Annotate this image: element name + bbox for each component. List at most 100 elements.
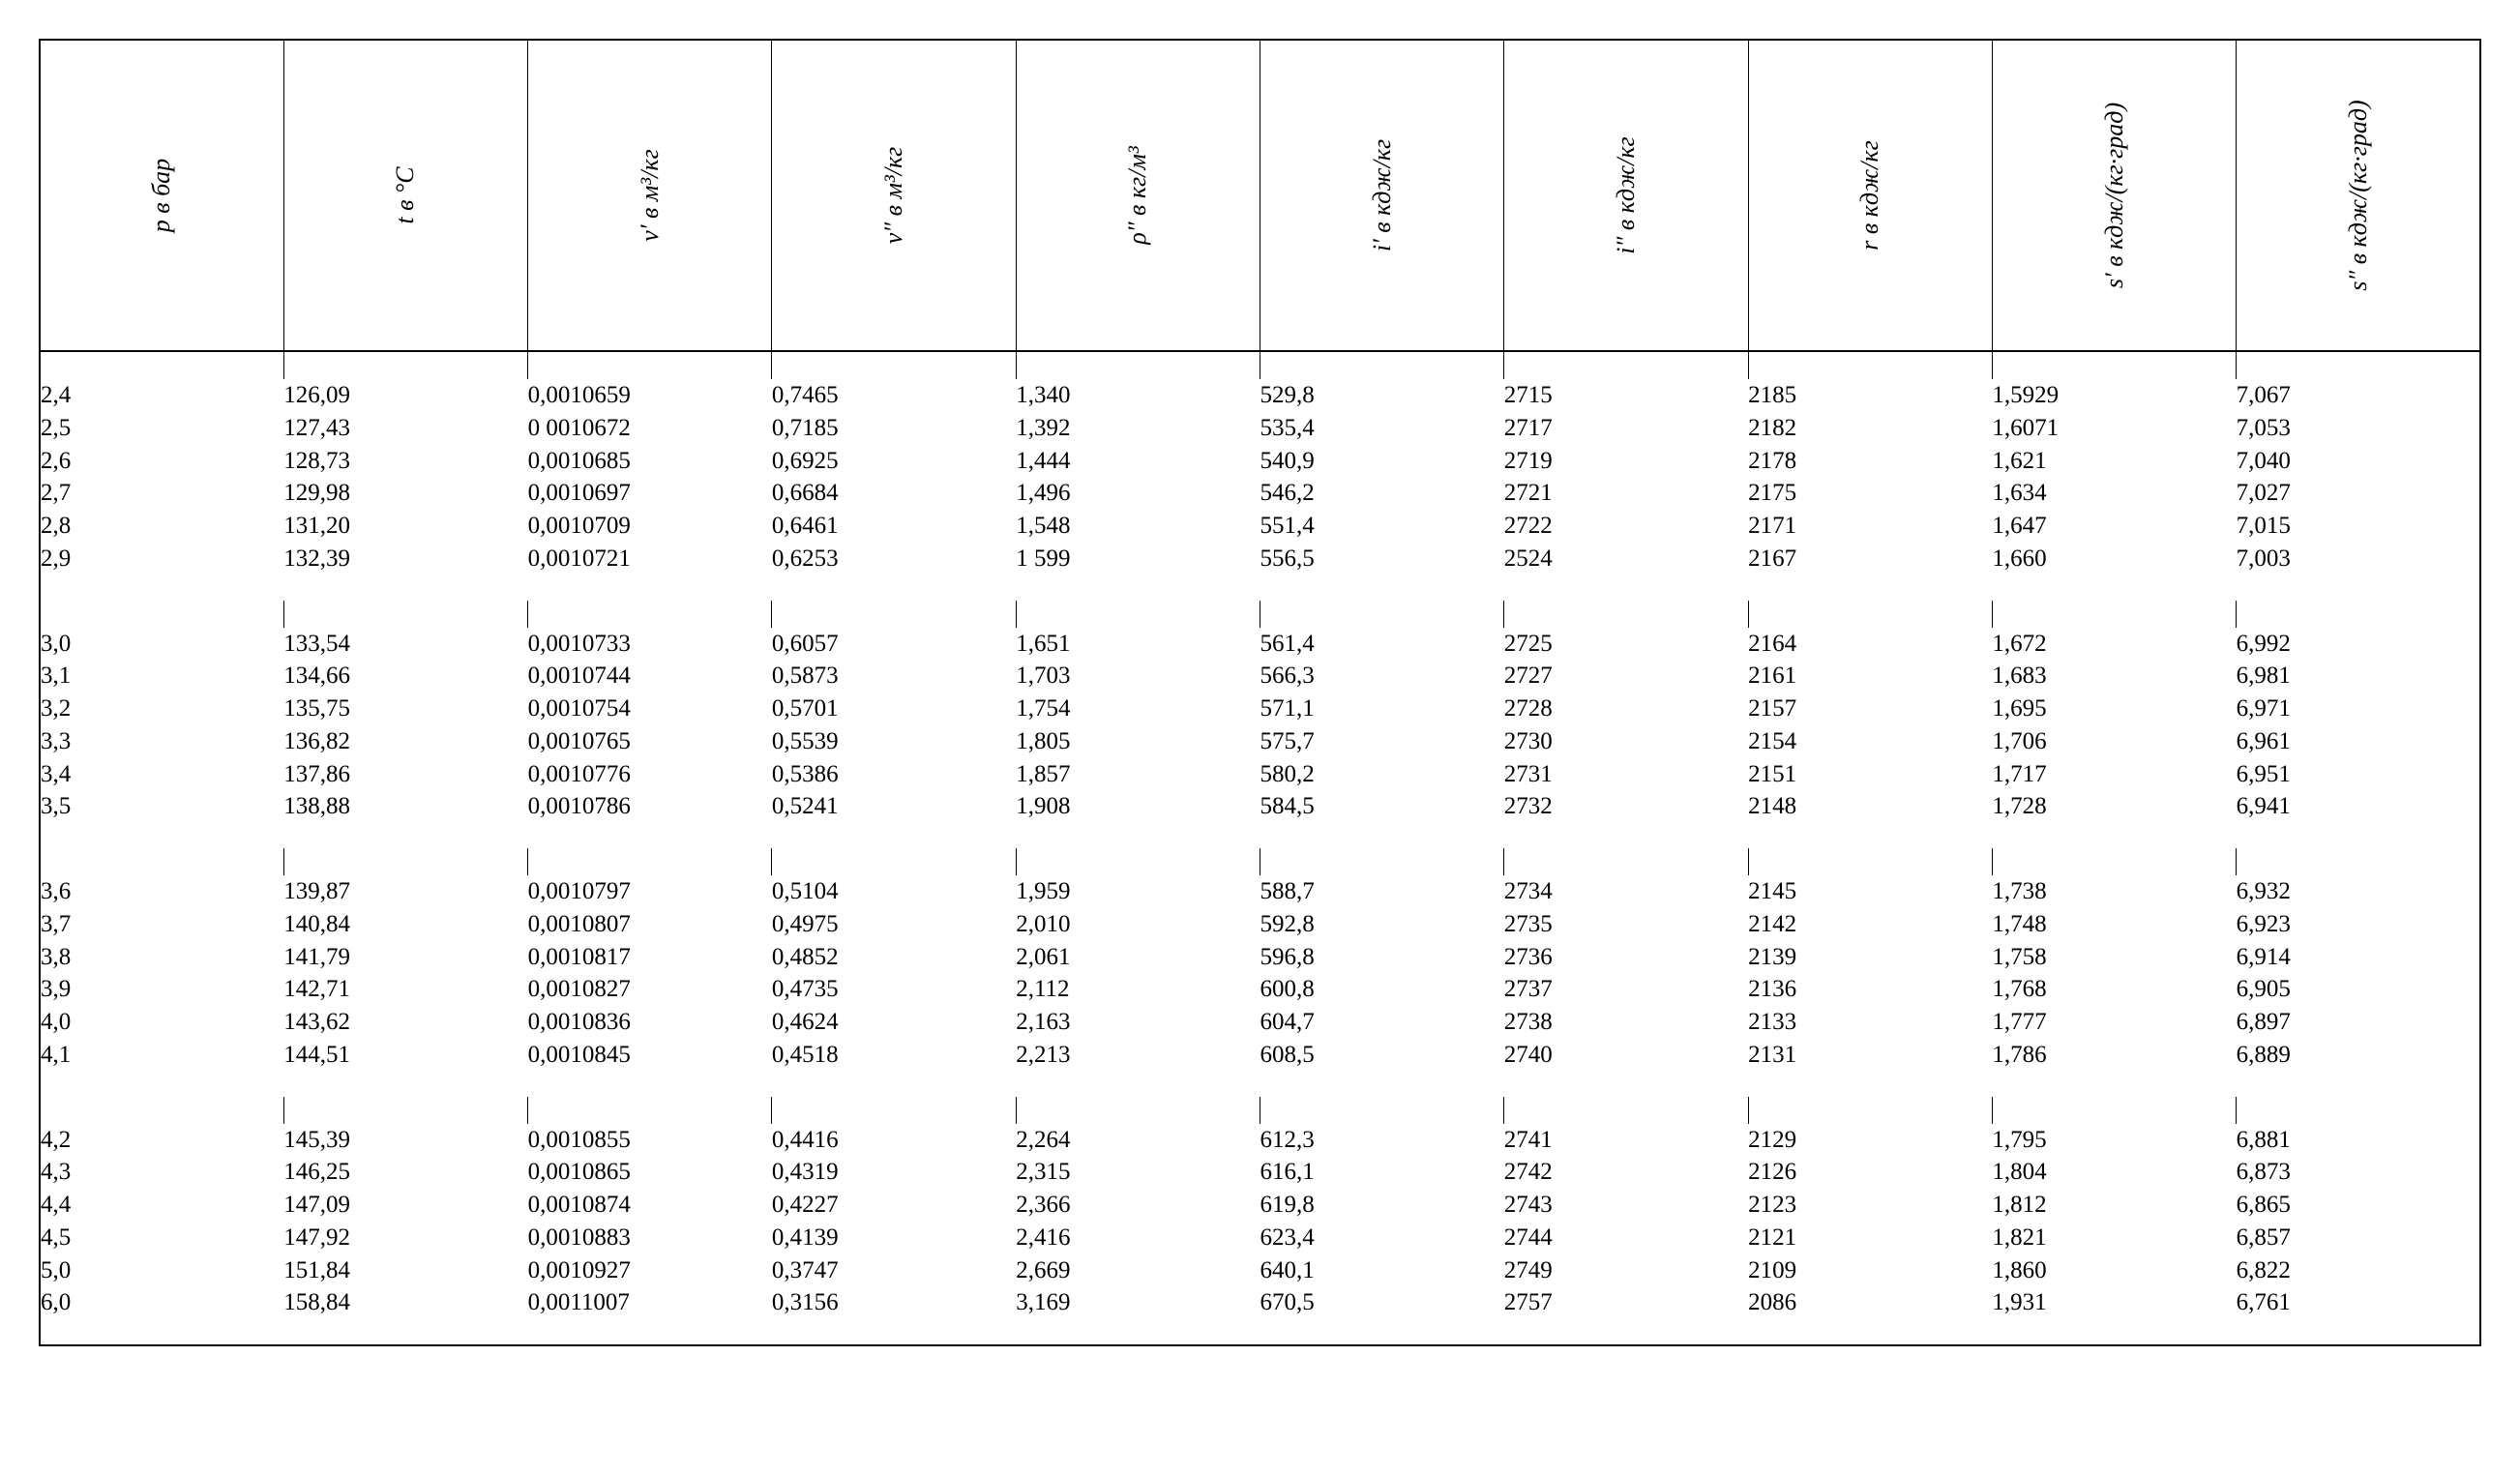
cell-s2: 6,865 — [2237, 1189, 2480, 1222]
cell-v1: 0,0010817 — [528, 941, 772, 974]
cell-rho2: 2,010 — [1016, 908, 1260, 941]
col-header-label: i′ в кдж/кг — [1368, 139, 1397, 251]
cell-s1: 1,804 — [1992, 1156, 2236, 1189]
cell-i2: 2736 — [1504, 941, 1748, 974]
cell-i2: 2740 — [1504, 1039, 1748, 1072]
cell-v1: 0,0011007 — [528, 1286, 772, 1319]
cell-v1: 0,0010659 — [528, 379, 772, 412]
cell-i1: 616,1 — [1260, 1156, 1503, 1189]
cell-t: 135,75 — [283, 693, 527, 725]
cell-s2: 7,027 — [2237, 477, 2480, 510]
cell-s2: 6,761 — [2237, 1286, 2480, 1319]
cell-v2: 0,6461 — [772, 510, 1016, 543]
cell-t: 136,82 — [283, 725, 527, 758]
cell-rho2: 1,805 — [1016, 725, 1260, 758]
cell-v2: 0,3747 — [772, 1254, 1016, 1287]
cell-i2: 2732 — [1504, 790, 1748, 823]
table-row: 3,2135,750,00107540,57011,754571,1272821… — [40, 693, 2480, 725]
cell-i1: 596,8 — [1260, 941, 1503, 974]
col-header-r: r в кдж/кг — [1748, 40, 1992, 351]
cell-s1: 1,931 — [1992, 1286, 2236, 1319]
cell-i2: 2741 — [1504, 1124, 1748, 1157]
cell-i1: 571,1 — [1260, 693, 1503, 725]
cell-v1: 0,0010927 — [528, 1254, 772, 1287]
cell-i1: 612,3 — [1260, 1124, 1503, 1157]
cell-i2: 2744 — [1504, 1222, 1748, 1254]
cell-t: 140,84 — [283, 908, 527, 941]
cell-t: 137,86 — [283, 758, 527, 791]
cell-v1: 0,0010721 — [528, 543, 772, 575]
cell-s2: 6,941 — [2237, 790, 2480, 823]
cell-rho2: 1,857 — [1016, 758, 1260, 791]
cell-p: 2,9 — [40, 543, 283, 575]
cell-r: 2139 — [1748, 941, 1992, 974]
cell-rho2: 1,651 — [1016, 628, 1260, 661]
col-header-label: ρ″ в кг/м³ — [1123, 146, 1152, 245]
cell-s1: 1,695 — [1992, 693, 2236, 725]
table-row: 3,6139,870,00107970,51041,959588,7273421… — [40, 875, 2480, 908]
cell-v2: 0,6925 — [772, 445, 1016, 478]
cell-r: 2136 — [1748, 973, 1992, 1006]
cell-p: 3,9 — [40, 973, 283, 1006]
col-header-t: t в °C — [283, 40, 527, 351]
cell-i1: 584,5 — [1260, 790, 1503, 823]
cell-p: 3,8 — [40, 941, 283, 974]
cell-t: 134,66 — [283, 660, 527, 693]
cell-i1: 546,2 — [1260, 477, 1503, 510]
cell-v2: 0,4227 — [772, 1189, 1016, 1222]
cell-i1: 540,9 — [1260, 445, 1503, 478]
col-header-rho2: ρ″ в кг/м³ — [1016, 40, 1260, 351]
cell-rho2: 2,264 — [1016, 1124, 1260, 1157]
cell-t: 129,98 — [283, 477, 527, 510]
cell-v2: 0,6057 — [772, 628, 1016, 661]
cell-p: 3,6 — [40, 875, 283, 908]
table-row: 3,1134,660,00107440,58731,703566,3272721… — [40, 660, 2480, 693]
cell-v1: 0,0010865 — [528, 1156, 772, 1189]
cell-v2: 0,4518 — [772, 1039, 1016, 1072]
cell-v2: 0,5539 — [772, 725, 1016, 758]
cell-p: 4,0 — [40, 1006, 283, 1039]
cell-v1: 0,0010883 — [528, 1222, 772, 1254]
cell-v1: 0,0010776 — [528, 758, 772, 791]
cell-r: 2178 — [1748, 445, 1992, 478]
cell-rho2: 2,112 — [1016, 973, 1260, 1006]
cell-v2: 0,4624 — [772, 1006, 1016, 1039]
cell-r: 2121 — [1748, 1222, 1992, 1254]
cell-p: 3,1 — [40, 660, 283, 693]
table-row: 3,3136,820,00107650,55391,805575,7273021… — [40, 725, 2480, 758]
cell-s1: 1,738 — [1992, 875, 2236, 908]
cell-i1: 604,7 — [1260, 1006, 1503, 1039]
col-header-label: r в кдж/кг — [1855, 140, 1884, 250]
cell-v2: 0,4735 — [772, 973, 1016, 1006]
cell-r: 2167 — [1748, 543, 1992, 575]
cell-r: 2126 — [1748, 1156, 1992, 1189]
cell-i2: 2742 — [1504, 1156, 1748, 1189]
table-row: 2,6128,730,00106850,69251,444540,9271921… — [40, 445, 2480, 478]
cell-s1: 1,795 — [1992, 1124, 2236, 1157]
cell-s2: 7,003 — [2237, 543, 2480, 575]
table-row: 2,4126,090,00106590,74651,340529,8271521… — [40, 379, 2480, 412]
cell-s2: 6,932 — [2237, 875, 2480, 908]
col-header-s2: s″ в кдж/(кг·град) — [2237, 40, 2480, 351]
cell-t: 147,92 — [283, 1222, 527, 1254]
cell-rho2: 1,754 — [1016, 693, 1260, 725]
cell-s2: 6,822 — [2237, 1254, 2480, 1287]
cell-i1: 588,7 — [1260, 875, 1503, 908]
cell-i2: 2749 — [1504, 1254, 1748, 1287]
cell-r: 2142 — [1748, 908, 1992, 941]
cell-v2: 0,5104 — [772, 875, 1016, 908]
table-row: 3,0133,540,00107330,60571,651561,4272521… — [40, 628, 2480, 661]
cell-r: 2131 — [1748, 1039, 1992, 1072]
col-header-i2: i″ в кдж/кг — [1504, 40, 1748, 351]
col-header-i1: i′ в кдж/кг — [1260, 40, 1503, 351]
col-header-label: p в бар — [147, 159, 176, 232]
cell-s1: 1,6071 — [1992, 412, 2236, 445]
cell-rho2: 1,959 — [1016, 875, 1260, 908]
cell-s2: 6,951 — [2237, 758, 2480, 791]
cell-p: 3,7 — [40, 908, 283, 941]
cell-v1: 0,0010836 — [528, 1006, 772, 1039]
cell-i2: 2524 — [1504, 543, 1748, 575]
cell-i2: 2743 — [1504, 1189, 1748, 1222]
cell-s1: 1,748 — [1992, 908, 2236, 941]
table-row: 3,7140,840,00108070,49752,010592,8273521… — [40, 908, 2480, 941]
